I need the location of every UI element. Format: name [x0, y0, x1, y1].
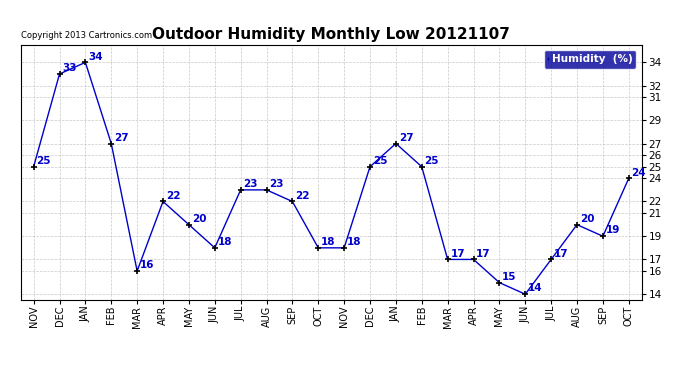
Text: 17: 17 [451, 249, 465, 259]
Text: 27: 27 [399, 133, 413, 143]
Text: 14: 14 [528, 284, 542, 293]
Text: 23: 23 [244, 179, 258, 189]
Text: 24: 24 [631, 168, 646, 177]
Title: Outdoor Humidity Monthly Low 20121107: Outdoor Humidity Monthly Low 20121107 [152, 27, 510, 42]
Text: 34: 34 [88, 52, 103, 62]
Text: 25: 25 [373, 156, 387, 166]
Legend: Humidity  (%): Humidity (%) [544, 50, 636, 69]
Text: 20: 20 [580, 214, 594, 224]
Text: 17: 17 [476, 249, 491, 259]
Text: 23: 23 [269, 179, 284, 189]
Text: 17: 17 [554, 249, 569, 259]
Text: 22: 22 [166, 191, 180, 201]
Text: 27: 27 [114, 133, 128, 143]
Text: 25: 25 [424, 156, 439, 166]
Text: 19: 19 [606, 225, 620, 236]
Text: 18: 18 [321, 237, 335, 247]
Text: 15: 15 [502, 272, 517, 282]
Text: 20: 20 [192, 214, 206, 224]
Text: 25: 25 [37, 156, 51, 166]
Text: 18: 18 [347, 237, 362, 247]
Text: 18: 18 [217, 237, 232, 247]
Text: 22: 22 [295, 191, 310, 201]
Text: 16: 16 [140, 260, 155, 270]
Text: 33: 33 [62, 63, 77, 73]
Text: Copyright 2013 Cartronics.com: Copyright 2013 Cartronics.com [21, 31, 152, 40]
